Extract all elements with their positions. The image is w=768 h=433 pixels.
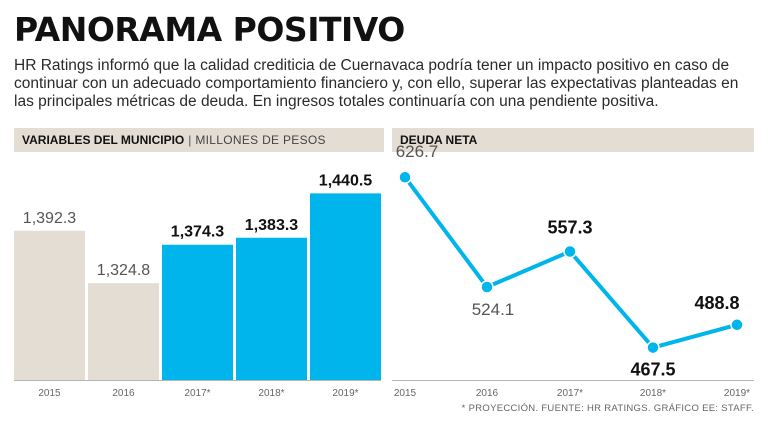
footnote: * PROYECCIÓN. FUENTE: HR RATINGS. GRÁFIC… xyxy=(461,403,754,414)
line-x-tick-label: 2018* xyxy=(640,388,666,399)
bar-x-tick-label: 2016 xyxy=(112,388,135,399)
debt-series-line xyxy=(403,176,738,350)
bar-chart-units: MILLONES DE PESOS xyxy=(195,133,326,147)
debt-value-label: 488.8 xyxy=(694,293,739,313)
bar-3 xyxy=(162,244,233,380)
bar-chart: 1,392.3 2015 1,324.8 2016 1,374.3 2017* 1,383.… xyxy=(14,172,381,399)
bar-value-label: 1,440.5 xyxy=(319,172,372,189)
line-x-tick-label: 2017* xyxy=(557,388,583,399)
bar-x-tick-label: 2015 xyxy=(38,388,61,399)
bar-value-label: 1,392.3 xyxy=(23,210,76,227)
debt-value-label: 557.3 xyxy=(547,217,592,237)
line-x-tick-label: 2016 xyxy=(476,388,499,399)
debt-point-1 xyxy=(398,170,412,184)
debt-value-label: 467.5 xyxy=(630,360,675,380)
headline: PANORAMA POSITIVO xyxy=(14,10,405,49)
line-chart-header: DEUDA NETA xyxy=(392,128,754,152)
bar-x-tick-label: 2018* xyxy=(258,388,284,399)
bar-x-tick-label: 2017* xyxy=(184,388,210,399)
bar-chart-header: VARIABLES DEL MUNICIPIO | MILLONES DE PESO… xyxy=(14,128,384,152)
bar-4 xyxy=(236,237,307,380)
debt-point-4 xyxy=(646,340,660,355)
line-chart-title: DEUDA NETA xyxy=(400,133,478,147)
bar-value-label: 1,374.3 xyxy=(171,224,224,241)
bar-1 xyxy=(14,230,85,380)
bar-x-tick-label: 2019* xyxy=(332,388,358,399)
header-separator: | xyxy=(188,133,192,147)
debt-value-label: 626.7 xyxy=(396,142,439,161)
bar-value-label: 1,324.8 xyxy=(97,262,150,279)
bar-5 xyxy=(310,193,381,380)
bar-chart-title: VARIABLES DEL MUNICIPIO xyxy=(22,133,185,147)
debt-point-5 xyxy=(730,318,744,332)
bar-value-label: 1,383.3 xyxy=(245,217,298,234)
debt-value-label: 524.1 xyxy=(472,300,515,319)
bar-2 xyxy=(88,283,159,380)
intro-text: HR Ratings informó que la calidad credit… xyxy=(14,57,739,110)
line-x-tick-label: 2015 xyxy=(394,388,417,399)
debt-point-2 xyxy=(480,280,494,294)
debt-point-3 xyxy=(563,244,577,259)
line-x-tick-label: 2019* xyxy=(724,388,750,399)
